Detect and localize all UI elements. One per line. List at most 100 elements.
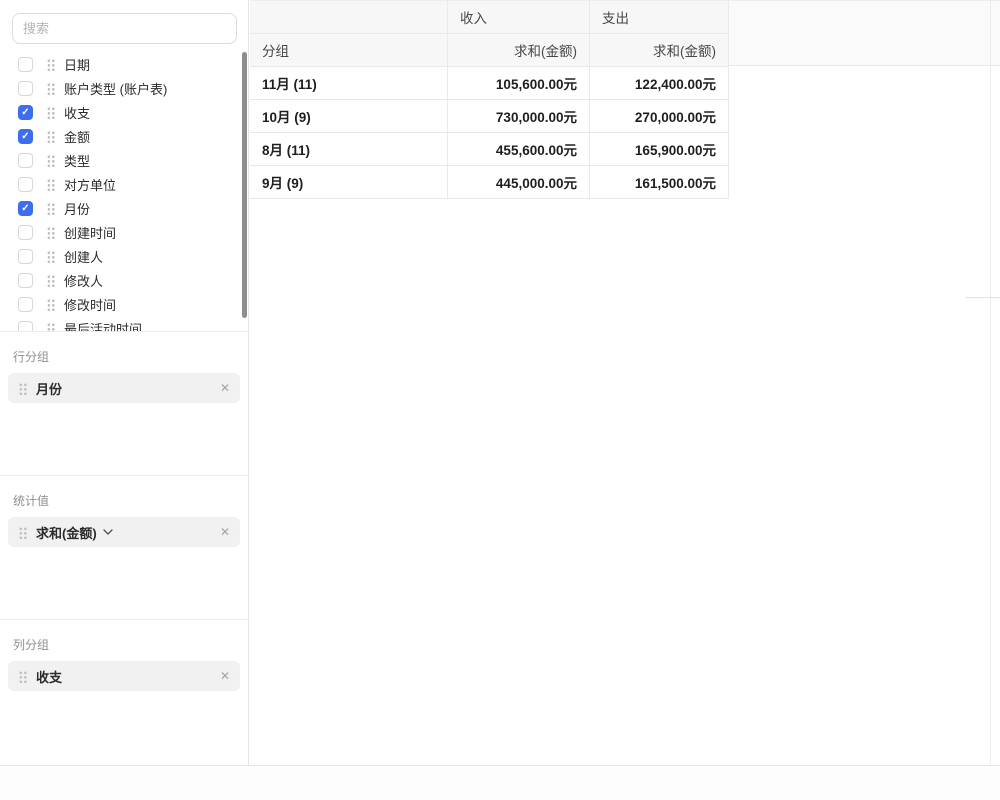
field-label: 账户类型 (账户表) (64, 81, 168, 97)
remove-icon[interactable]: ✕ (219, 381, 230, 395)
col-header-expense: 支出 (590, 1, 729, 34)
header-extension (729, 0, 1000, 66)
checkbox[interactable] (18, 152, 33, 168)
field-item-last-activity[interactable]: 最后活动时间 (0, 316, 240, 331)
search-input[interactable] (12, 13, 237, 44)
field-label: 月份 (64, 201, 91, 217)
checkbox[interactable] (18, 320, 33, 331)
drag-handle-icon[interactable] (46, 57, 55, 71)
checkbox[interactable] (18, 248, 33, 264)
column-header-row: 收入 支出 (250, 1, 730, 34)
row-group-title: 行分组 (13, 350, 50, 364)
group-header-cell: 分组 (250, 34, 448, 67)
field-item-account-type[interactable]: 账户类型 (账户表) (0, 76, 240, 100)
divider (0, 331, 249, 332)
field-label: 创建人 (64, 249, 104, 265)
chevron-down-icon[interactable] (102, 529, 113, 535)
value-cell: 165,900.00元 (590, 133, 729, 166)
field-label: 对方单位 (64, 177, 117, 193)
drag-handle-icon[interactable] (18, 669, 27, 683)
value-cell: 455,600.00元 (448, 133, 590, 166)
checkbox[interactable] (18, 200, 33, 216)
drag-handle-icon[interactable] (46, 225, 55, 239)
drag-handle-icon[interactable] (46, 81, 55, 95)
row-label-cell: 8月 (11) (250, 133, 448, 166)
drag-handle-icon[interactable] (46, 321, 55, 331)
field-label: 修改时间 (64, 297, 117, 313)
row-label-cell: 10月 (9) (250, 100, 448, 133)
table-row: 8月 (11) 455,600.00元 165,900.00元 (250, 133, 730, 166)
row-group-chip[interactable]: 月份 ✕ (8, 373, 240, 403)
field-item-modified-by[interactable]: 修改人 (0, 268, 240, 292)
drag-handle-icon[interactable] (46, 249, 55, 263)
field-item-date[interactable]: 日期 (0, 52, 240, 76)
checkbox[interactable] (18, 56, 33, 72)
field-label: 创建时间 (64, 225, 117, 241)
field-label: 最后活动时间 (64, 321, 143, 332)
checkbox[interactable] (18, 272, 33, 288)
pivot-table-area: 收入 支出 分组 求和(金额) 求和(金额) 11月 (11) 105,600.… (250, 0, 1000, 765)
corner-cell (250, 1, 448, 34)
drag-handle-icon[interactable] (46, 297, 55, 311)
checkbox[interactable] (18, 104, 33, 120)
chip-label: 月份 (36, 381, 63, 397)
value-cell: 122,400.00元 (590, 67, 729, 100)
field-item-income-expense[interactable]: 收支 (0, 100, 240, 124)
field-item-month[interactable]: 月份 (0, 196, 240, 220)
value-cell: 105,600.00元 (448, 67, 590, 100)
scrollbar-track[interactable] (990, 0, 991, 765)
chip-label: 收支 (36, 669, 63, 685)
scrollbar-thumb[interactable] (242, 52, 247, 318)
field-item-created-time[interactable]: 创建时间 (0, 220, 240, 244)
drag-handle-icon[interactable] (18, 381, 27, 395)
value-chip[interactable]: 求和(金额) ✕ (8, 517, 240, 547)
field-label: 类型 (64, 153, 91, 169)
divider (0, 619, 249, 620)
field-item-counterparty[interactable]: 对方单位 (0, 172, 240, 196)
field-item-created-by[interactable]: 创建人 (0, 244, 240, 268)
chip-label: 求和(金额) (36, 525, 97, 541)
pivot-table: 收入 支出 分组 求和(金额) 求和(金额) 11月 (11) 105,600.… (250, 0, 730, 199)
table-row: 9月 (9) 445,000.00元 161,500.00元 (250, 166, 730, 199)
field-item-type[interactable]: 类型 (0, 148, 240, 172)
checkbox[interactable] (18, 224, 33, 240)
checkbox[interactable] (18, 128, 33, 144)
drag-handle-icon[interactable] (46, 177, 55, 191)
divider (0, 475, 249, 476)
remove-icon[interactable]: ✕ (219, 525, 230, 539)
field-label: 收支 (64, 105, 91, 121)
checkbox[interactable] (18, 296, 33, 312)
agg-header-cell: 求和(金额) (590, 34, 729, 67)
col-group-title: 列分组 (13, 638, 50, 652)
drag-handle-icon[interactable] (18, 525, 27, 539)
value-cell: 161,500.00元 (590, 166, 729, 199)
drag-handle-icon[interactable] (46, 273, 55, 287)
field-config-sidebar: 日期 账户类型 (账户表) 收支 金额 类型 (0, 0, 249, 765)
field-list: 日期 账户类型 (账户表) 收支 金额 类型 (0, 52, 240, 331)
value-cell: 445,000.00元 (448, 166, 590, 199)
search-box (12, 13, 237, 44)
field-item-amount[interactable]: 金额 (0, 124, 240, 148)
value-cell: 730,000.00元 (448, 100, 590, 133)
row-label-cell: 11月 (11) (250, 67, 448, 100)
table-row: 11月 (11) 105,600.00元 122,400.00元 (250, 67, 730, 100)
agg-header-cell: 求和(金额) (448, 34, 590, 67)
checkbox[interactable] (18, 80, 33, 96)
col-group-chip[interactable]: 收支 ✕ (8, 661, 240, 691)
field-label: 金额 (64, 129, 91, 145)
drag-handle-icon[interactable] (46, 105, 55, 119)
col-header-income: 收入 (448, 1, 590, 34)
footer-bar (0, 765, 1000, 800)
value-cell: 270,000.00元 (590, 100, 729, 133)
field-item-modified-time[interactable]: 修改时间 (0, 292, 240, 316)
agg-header-row: 分组 求和(金额) 求和(金额) (250, 34, 730, 67)
table-row: 10月 (9) 730,000.00元 270,000.00元 (250, 100, 730, 133)
drag-handle-icon[interactable] (46, 129, 55, 143)
row-label-cell: 9月 (9) (250, 166, 448, 199)
drag-handle-icon[interactable] (46, 201, 55, 215)
remove-icon[interactable]: ✕ (219, 669, 230, 683)
field-label: 日期 (64, 57, 91, 73)
drag-handle-icon[interactable] (46, 153, 55, 167)
checkbox[interactable] (18, 176, 33, 192)
